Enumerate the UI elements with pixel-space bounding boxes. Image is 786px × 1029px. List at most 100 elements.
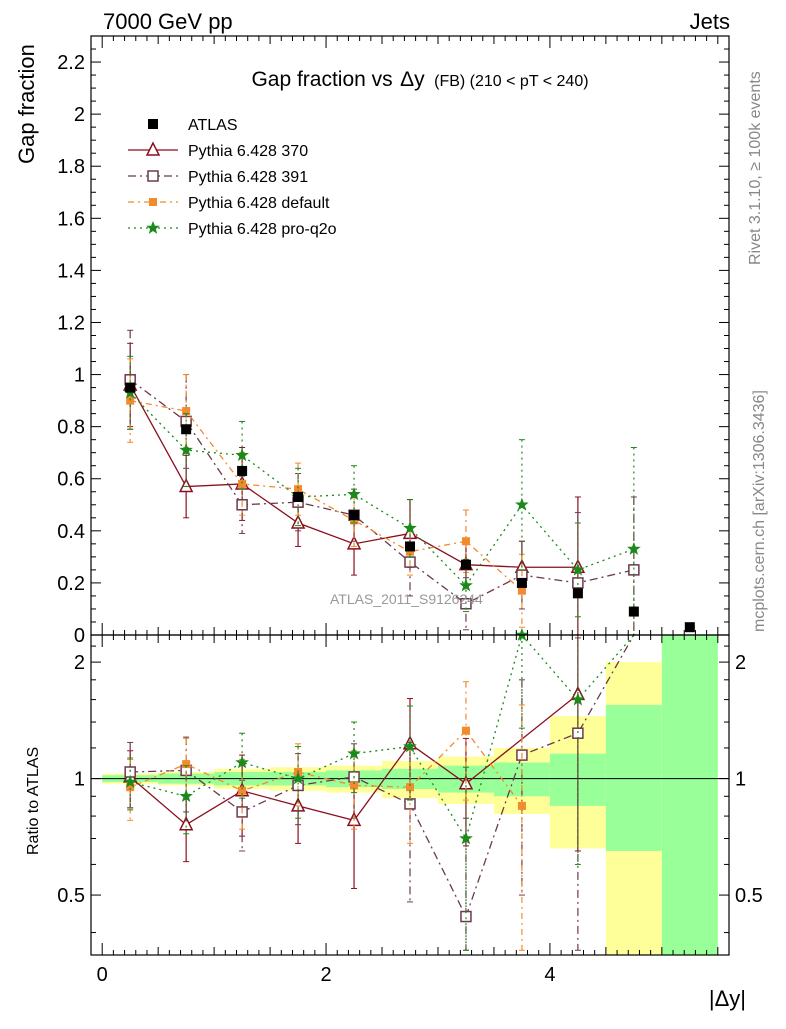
plot-title-main: Gap fraction vs (251, 68, 392, 91)
ratio-proq2o-point (179, 789, 193, 803)
main-atlas-point (572, 588, 583, 599)
legend-marker-proq2o (146, 220, 160, 234)
ratio-y-tick-label-right: 2 (735, 652, 746, 674)
main-default-point (238, 479, 247, 488)
ratio-proq2o-point (123, 774, 138, 788)
main-default-point (461, 537, 470, 546)
main-proq2o-point (459, 578, 473, 592)
x-tick-label: 0 (97, 964, 108, 986)
ratio-default-line (129, 729, 523, 807)
main-y-axis-label: Gap fraction (14, 44, 39, 164)
main-y-tick-label: 1 (74, 365, 85, 387)
main-proq2o-point (179, 442, 193, 456)
main-proq2o-point (347, 487, 361, 501)
ratio-p370-line (129, 693, 579, 826)
main-y-tick-label: 0.6 (57, 469, 85, 491)
main-p391-point (628, 564, 640, 576)
ratio-band-inner (661, 635, 718, 955)
ratio-default-point (350, 781, 359, 790)
main-y-tick-label: 0.2 (57, 573, 85, 595)
main-proq2o-point (571, 562, 585, 576)
ratio-y-tick-label-right: 0.5 (735, 885, 763, 907)
legend-marker-p370 (145, 141, 161, 156)
main-y-tick-label: 1.4 (57, 260, 85, 282)
legend-label-proq2o: Pythia 6.428 pro-q2o (188, 221, 337, 238)
ratio-proq2o-point (571, 692, 585, 706)
main-proq2o-point (403, 521, 417, 535)
main-atlas-point (405, 541, 415, 552)
main-default-point (517, 586, 526, 595)
x-axis-label: |Δy| (709, 986, 746, 1011)
legend-marker-p391 (147, 170, 159, 182)
main-atlas-point (237, 465, 248, 476)
watermark: ATLAS_2011_S9126244 (330, 591, 483, 607)
x-tick-label: 2 (320, 964, 331, 986)
main-y-tick-label: 0.8 (57, 417, 85, 439)
main-atlas-point (293, 491, 304, 502)
main-default-point (126, 396, 135, 405)
ratio-default-point (238, 786, 247, 795)
x-tick-label: 4 (544, 964, 555, 986)
ratio-default-point (126, 783, 135, 792)
main-atlas-point (181, 424, 192, 435)
main-proq2o-point (235, 448, 249, 462)
ratio-proq2o-point (347, 746, 361, 760)
main-default-point (182, 407, 191, 416)
main-p391-point (572, 577, 584, 589)
main-y-tick-label: 0 (74, 625, 85, 647)
axes-frames: 0 0.2 0.4 0.6 0.8 1 1.2 1.4 1.6 1.8 2 2.2 0 2 4 0.5 0.5 1… (57, 35, 763, 986)
main-default-point (294, 485, 303, 494)
ratio-default-point (182, 760, 191, 769)
ratio-y-tick-label-left: 0.5 (57, 885, 85, 907)
ratio-default-point (406, 783, 414, 792)
main-p370-point (178, 477, 194, 493)
main-atlas-point (516, 577, 527, 588)
legend-label-p370: Pythia 6.428 370 (188, 143, 308, 160)
ratio-default-point (517, 801, 526, 810)
ratio-p391-point (572, 727, 584, 739)
legend-marker-default (149, 198, 157, 206)
main-atlas-point (684, 622, 695, 633)
main-y-tick-label: 2.2 (57, 52, 85, 74)
mcplots-label: mcplots.cern.ch [arXiv:1306.3436] (751, 390, 768, 632)
main-atlas-point (460, 559, 471, 570)
legend-label-atlas: ATLAS (188, 117, 238, 134)
main-proq2o-point (515, 497, 529, 511)
plot-title-symbol: Δy (400, 68, 425, 91)
main-proq2o-line (129, 392, 635, 587)
ratio-y-tick-label-left: 2 (74, 652, 85, 674)
main-p391-line (129, 379, 635, 605)
main-default-point (406, 547, 414, 556)
main-y-tick-label: 0.4 (57, 521, 85, 543)
header-right: Jets (690, 9, 730, 34)
ratio-y-tick-label-left: 1 (74, 769, 85, 791)
legend-label-p391: Pythia 6.428 391 (188, 169, 308, 186)
ratio-proq2o-point (403, 739, 417, 753)
legend-marker-atlas (148, 119, 158, 129)
main-y-tick-label: 2 (74, 104, 85, 126)
main-atlas-point (628, 606, 639, 617)
ratio-p370-point (178, 816, 194, 831)
plot-title-detail: (FB) (210 < pT < 240) (434, 73, 588, 90)
main-atlas-point (349, 510, 360, 521)
legend-label-default: Pythia 6.428 default (188, 195, 330, 212)
main-atlas-point (125, 382, 136, 393)
ratio-p391-line (130, 634, 635, 919)
legend: ATLAS Pythia 6.428 370 Pythia 6.428 391 Pyt… (128, 117, 337, 238)
ratio-proq2o-point (291, 771, 305, 785)
ratio-y-tick-label-right: 1 (735, 769, 746, 791)
ratio-frame (90, 634, 730, 956)
ratio-proq2o-line (130, 633, 635, 841)
ratio-y-axis-label: Ratio to ATLAS (25, 747, 42, 855)
header-left: 7000 GeV pp (103, 9, 233, 34)
ratio-default-point (461, 726, 470, 735)
plot-title: Gap fraction vs Δy (FB) (210 < pT < 240) (251, 68, 588, 91)
main-y-tick-label: 1.6 (57, 208, 85, 230)
ratio-band-inner (605, 704, 662, 851)
rivet-label: Rivet 3.1.10, ≥ 100k events (747, 71, 764, 265)
main-y-tick-label: 1.2 (57, 312, 85, 334)
main-proq2o-point (627, 541, 641, 555)
data-marks (122, 329, 695, 951)
main-y-tick-label: 1.8 (57, 156, 85, 178)
